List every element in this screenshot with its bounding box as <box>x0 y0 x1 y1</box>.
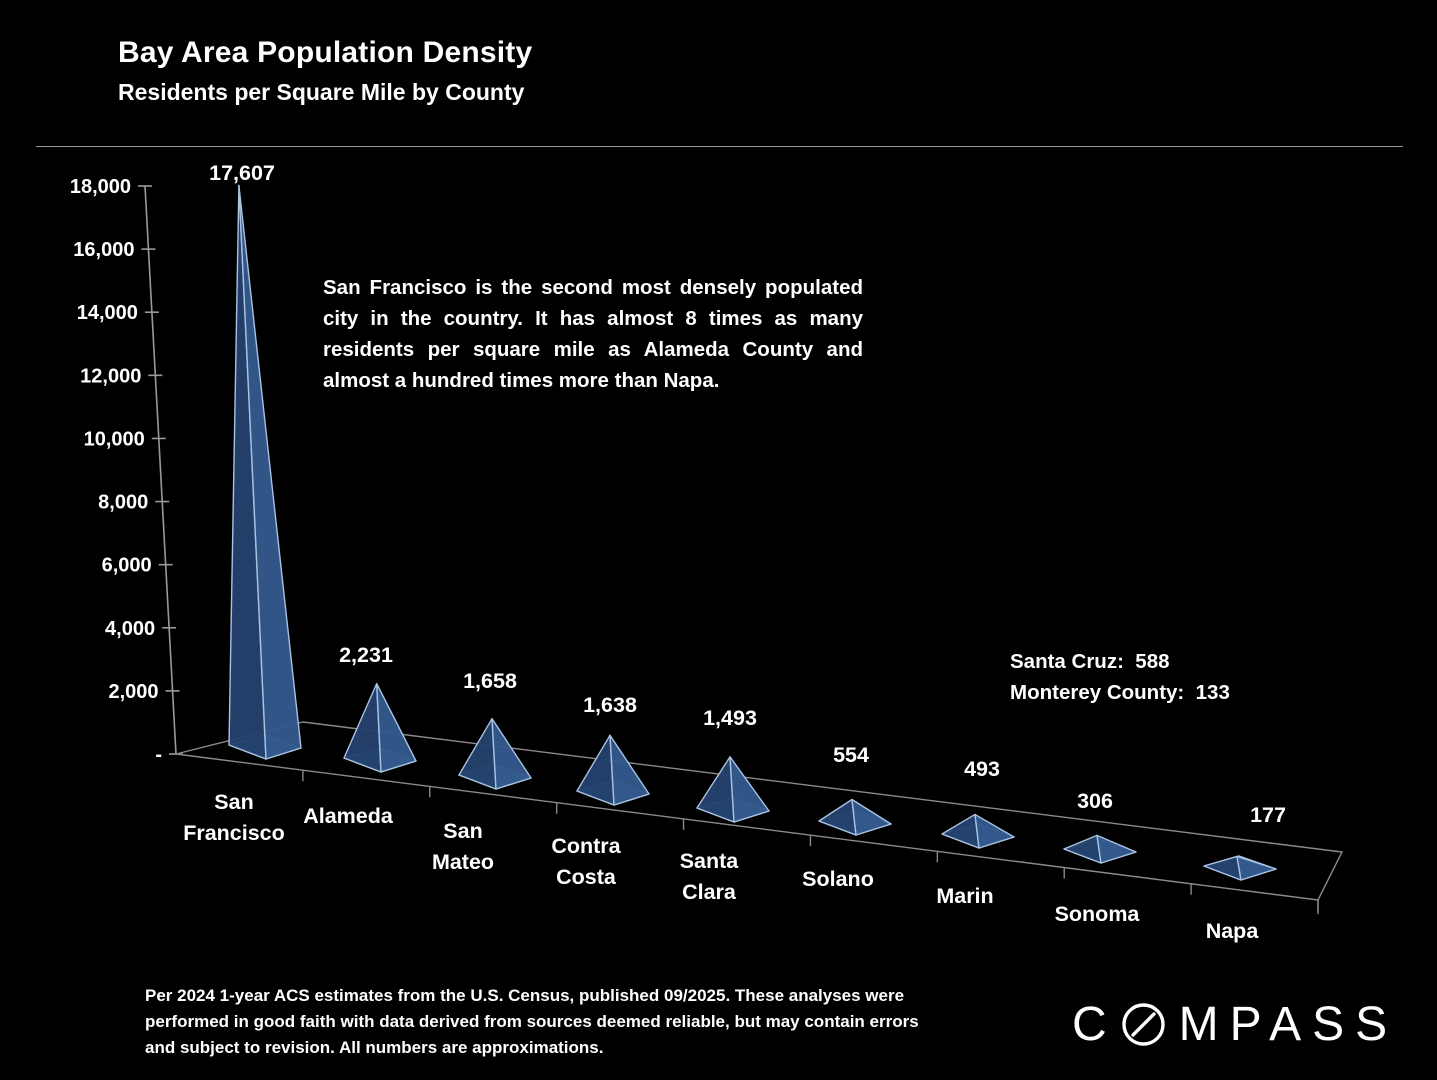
category-label-alameda: Alameda <box>303 804 394 828</box>
pyramid-san-mateo <box>458 717 532 790</box>
value-label-san-francisco: 17,607 <box>209 161 275 185</box>
category-label-san-mateo: San Mateo <box>432 819 494 874</box>
y-tick-label: 6,000 <box>102 555 152 577</box>
logo-letters-mpass: MPASS <box>1178 998 1399 1051</box>
y-tick-label: 12,000 <box>80 365 141 387</box>
y-tick-label: 4,000 <box>105 618 155 640</box>
value-label-alameda: 2,231 <box>339 643 393 667</box>
title-divider-line <box>36 146 1403 147</box>
category-label-napa: Napa <box>1206 919 1260 943</box>
value-label-contra-costa: 1,638 <box>583 693 637 717</box>
category-label-sonoma: Sonoma <box>1055 902 1141 926</box>
pyramid-san-francisco <box>228 184 302 760</box>
category-label-contra-costa: Contra Costa <box>551 834 621 889</box>
pyramid-santa-clara <box>696 756 770 823</box>
chart-floor <box>175 721 1344 914</box>
value-label-san-mateo: 1,658 <box>463 669 517 693</box>
side-note-monterey: Monterey County: 133 <box>1010 681 1230 704</box>
pyramid-napa <box>1203 855 1277 881</box>
pyramid-marin <box>941 813 1015 849</box>
category-label-solano: Solano <box>802 867 874 891</box>
y-tick-label: 14,000 <box>77 302 138 324</box>
side-note: Santa Cruz: 588 Monterey County: 133 <box>1010 646 1230 708</box>
logo-letter-c: C <box>1072 998 1118 1051</box>
value-label-marin: 493 <box>964 757 1000 781</box>
pyramid-sonoma <box>1063 834 1137 864</box>
value-label-sonoma: 306 <box>1077 789 1113 813</box>
y-tick-label: 18,000 <box>70 176 131 198</box>
disclaimer-text: Per 2024 1-year ACS estimates from the U… <box>145 986 919 1057</box>
y-tick-label: 16,000 <box>73 239 134 261</box>
y-tick-label: 2,000 <box>108 681 158 703</box>
y-tick-label: 10,000 <box>84 428 145 450</box>
page-title: Bay Area Population Density <box>118 36 533 69</box>
category-label-santa-clara: Santa Clara <box>680 849 740 904</box>
value-label-santa-clara: 1,493 <box>703 706 757 730</box>
compass-o-icon <box>1121 1003 1165 1046</box>
pyramid-alameda <box>343 682 417 773</box>
compass-logo: C MPASS <box>1072 997 1398 1052</box>
page-subtitle: Residents per Square Mile by County <box>118 79 525 105</box>
pyramid-solano <box>818 798 892 836</box>
category-label-san-francisco: San Francisco <box>183 790 285 845</box>
y-tick-label: 8,000 <box>98 492 148 514</box>
y-axis: 18,000 16,000 14,000 12,000 10,000 8,000 6,000… <box>70 176 183 766</box>
value-label-napa: 177 <box>1250 803 1286 827</box>
y-tick-label: - <box>155 744 162 766</box>
side-note-santa-cruz: Santa Cruz: 588 <box>1010 650 1170 673</box>
category-label-marin: Marin <box>936 884 993 908</box>
value-label-solano: 554 <box>833 743 869 767</box>
chart-annotation: San Francisco is the second most densely… <box>323 276 863 392</box>
pyramid-contra-costa <box>576 734 650 806</box>
